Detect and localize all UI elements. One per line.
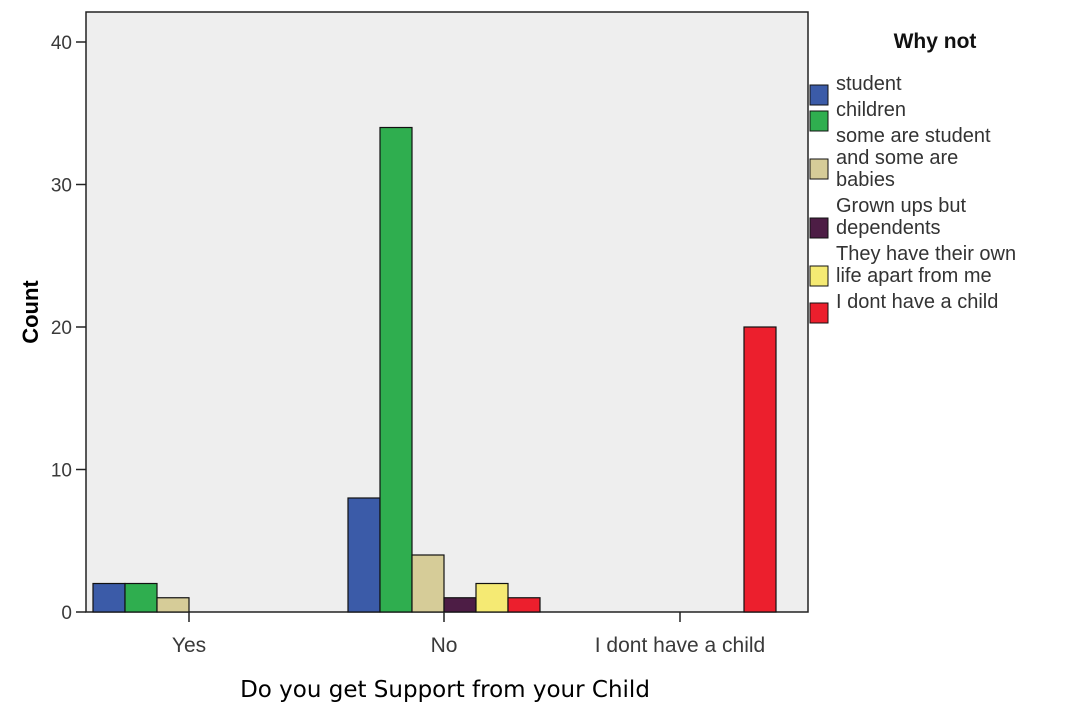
x-tick-label: Yes: [172, 634, 206, 657]
x-tick-label: No: [431, 634, 458, 657]
legend-swatch: [809, 217, 829, 239]
legend-label: and some are: [836, 147, 958, 169]
legend-label: Grown ups but: [836, 195, 967, 217]
y-tick-label: 10: [51, 461, 72, 482]
bar-they-have-their-own-life-apart-from-me-no: [475, 582, 509, 613]
x-axis-title: Do you get Support from your Child: [240, 677, 650, 703]
legend-label: some are student: [836, 125, 991, 147]
legend-label: life apart from me: [836, 265, 992, 287]
bar-children-no: [379, 126, 413, 613]
legend-label: student: [836, 73, 902, 95]
legend-label: They have their own: [836, 243, 1016, 265]
bars-group: [92, 126, 777, 613]
y-tick-label: 20: [51, 318, 72, 339]
bar-some-are-student-and-some-are-babies-no: [411, 554, 445, 613]
x-tick-label: I dont have a child: [595, 634, 765, 657]
y-tick-label: 30: [51, 176, 72, 197]
legend-swatch: [809, 84, 829, 106]
bar-children-yes: [124, 582, 158, 613]
bar-some-are-student-and-some-are-babies-yes: [156, 597, 190, 613]
y-tick-label: 0: [61, 603, 72, 624]
y-axis: 0 10 20 30 40: [51, 33, 86, 624]
bar-student-yes: [92, 582, 126, 613]
plot-area: [85, 11, 809, 613]
legend-label: babies: [836, 169, 895, 191]
legend-swatch: [809, 110, 829, 132]
legend-swatch: [809, 158, 829, 180]
legend-swatch: [809, 265, 829, 287]
y-tick-label: 40: [51, 33, 72, 54]
y-axis-title: Count: [18, 280, 43, 344]
x-axis: Yes No I dont have a child: [172, 612, 765, 657]
legend-title: Why not: [894, 30, 977, 53]
legend: Why not student children some are studenta…: [809, 30, 1016, 324]
legend-swatch: [809, 302, 829, 324]
legend-label: I dont have a child: [836, 291, 998, 313]
bar-grown-ups-but-dependents-no: [443, 597, 477, 613]
bar-i-dont-have-a-child-no: [507, 597, 541, 613]
legend-label: dependents: [836, 217, 941, 239]
bar-student-no: [347, 497, 381, 613]
bar-i-dont-have-a-child-i-dont-have-a-child: [743, 326, 777, 613]
legend-label: children: [836, 99, 906, 121]
